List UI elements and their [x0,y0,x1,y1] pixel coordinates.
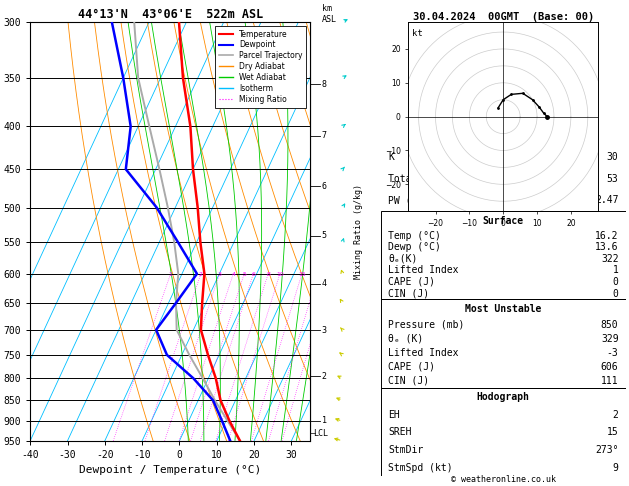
Text: Hodograph: Hodograph [477,392,530,402]
Text: 30: 30 [607,152,618,162]
Text: © weatheronline.co.uk: © weatheronline.co.uk [451,474,555,484]
Text: 5: 5 [322,231,326,240]
Y-axis label: hPa: hPa [0,221,2,242]
Bar [381,299,626,387]
Text: CIN (J): CIN (J) [388,289,429,298]
Text: 111: 111 [601,376,618,385]
Text: 15: 15 [607,427,618,437]
Text: 329: 329 [601,334,618,344]
Text: Surface: Surface [482,216,524,226]
Text: 3: 3 [218,272,221,277]
Text: Lifted Index: Lifted Index [388,347,459,358]
Text: 9: 9 [613,463,618,472]
Text: Mixing Ratio (g/kg): Mixing Ratio (g/kg) [354,184,363,279]
Text: 2.47: 2.47 [595,195,618,206]
Text: Pressure (mb): Pressure (mb) [388,320,464,330]
Text: 2: 2 [322,371,326,381]
Text: EH: EH [388,410,399,420]
Text: Most Unstable: Most Unstable [465,304,542,313]
Text: 5: 5 [242,272,246,277]
Text: 4: 4 [322,279,326,288]
Text: K: K [388,152,394,162]
Text: StmSpd (kt): StmSpd (kt) [388,463,452,472]
Text: 10: 10 [276,272,284,277]
Text: 606: 606 [601,362,618,372]
Text: Temp (°C): Temp (°C) [388,231,441,241]
Legend: Temperature, Dewpoint, Parcel Trajectory, Dry Adiabat, Wet Adiabat, Isotherm, Mi: Temperature, Dewpoint, Parcel Trajectory… [215,26,306,108]
Text: CIN (J): CIN (J) [388,376,429,385]
X-axis label: Dewpoint / Temperature (°C): Dewpoint / Temperature (°C) [79,466,261,475]
Text: 0: 0 [613,289,618,298]
Text: CAPE (J): CAPE (J) [388,277,435,287]
Text: θₑ (K): θₑ (K) [388,334,423,344]
Text: 2: 2 [199,272,203,277]
Text: 1: 1 [169,272,172,277]
Text: 1: 1 [613,265,618,276]
Bar [381,211,626,299]
Text: 16.2: 16.2 [595,231,618,241]
Text: 4: 4 [231,272,235,277]
Text: CAPE (J): CAPE (J) [388,362,435,372]
Text: km
ASL: km ASL [322,4,337,24]
Text: 30.04.2024  00GMT  (Base: 00): 30.04.2024 00GMT (Base: 00) [413,12,594,22]
Text: 6: 6 [252,272,255,277]
Text: SREH: SREH [388,427,411,437]
Bar [381,387,626,476]
Text: 8: 8 [322,80,326,88]
Text: Dewp (°C): Dewp (°C) [388,243,441,252]
Text: θₑ(K): θₑ(K) [388,254,417,264]
Text: 53: 53 [607,174,618,184]
Text: 3: 3 [322,326,326,335]
Text: kt: kt [412,29,423,37]
Text: 1: 1 [322,416,326,425]
Text: Lifted Index: Lifted Index [388,265,459,276]
Text: 2: 2 [613,410,618,420]
Text: -3: -3 [607,347,618,358]
Text: 273°: 273° [595,445,618,455]
Title: 44°13'N  43°06'E  522m ASL: 44°13'N 43°06'E 522m ASL [77,8,263,21]
Text: LCL: LCL [313,429,328,437]
Text: StmDir: StmDir [388,445,423,455]
Text: 8: 8 [266,272,270,277]
Text: Totals Totals: Totals Totals [388,174,464,184]
Text: 13.6: 13.6 [595,243,618,252]
Text: 6: 6 [322,182,326,191]
Text: 322: 322 [601,254,618,264]
Text: 850: 850 [601,320,618,330]
Text: PW (cm): PW (cm) [388,195,429,206]
Text: 15: 15 [298,272,306,277]
Text: 0: 0 [613,277,618,287]
Text: 7: 7 [322,131,326,140]
